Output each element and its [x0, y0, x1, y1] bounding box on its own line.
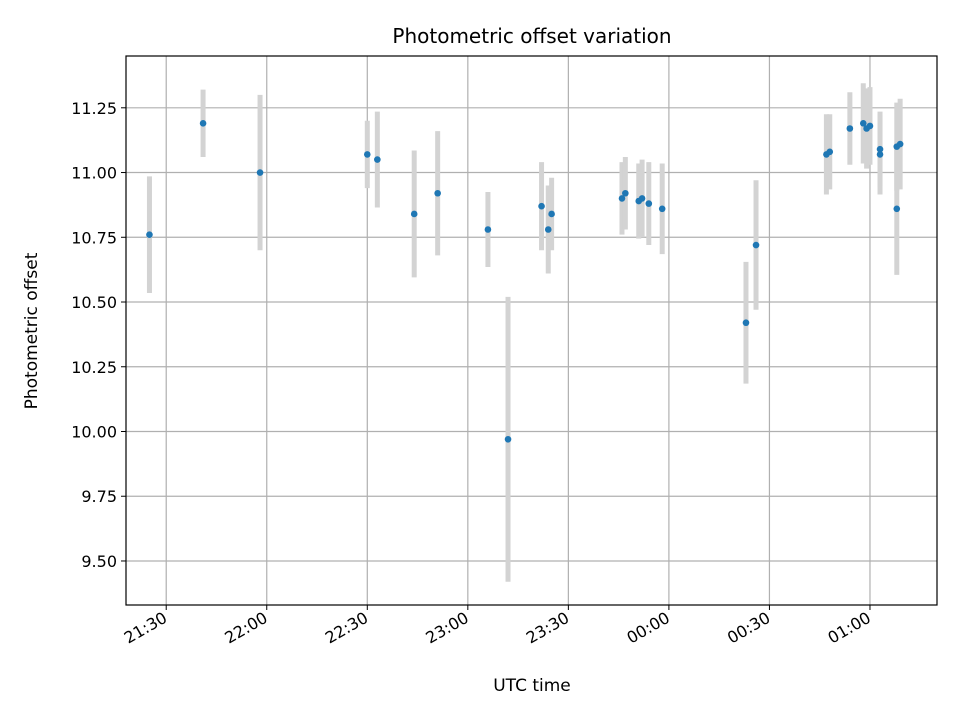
data-point: [548, 210, 555, 218]
data-point: [859, 120, 867, 127]
x-tick-label: 23:30: [523, 608, 572, 648]
x-tick-label: 22:30: [322, 608, 371, 648]
data-point: [618, 195, 626, 202]
data-point: [504, 435, 512, 443]
data-point: [410, 210, 418, 218]
y-tick-label: 10.00: [71, 422, 117, 441]
data-point: [374, 156, 381, 163]
data-point: [893, 205, 901, 213]
data-point: [256, 169, 264, 176]
data-point: [544, 226, 552, 233]
data-point: [645, 200, 653, 207]
y-tick-label: 9.50: [81, 552, 117, 571]
data-point: [538, 202, 545, 210]
data-points: [146, 120, 904, 443]
x-tick-label: 22:00: [221, 608, 270, 648]
grid-lines: [126, 56, 937, 605]
data-point: [622, 189, 629, 197]
x-tick-label: 00:00: [623, 608, 672, 648]
data-point: [866, 122, 874, 130]
x-axis-title: UTC time: [493, 676, 571, 696]
data-point: [638, 195, 646, 202]
data-point: [876, 151, 884, 158]
y-tick-label: 9.75: [81, 487, 117, 506]
x-tick-label: 00:30: [724, 608, 773, 648]
plot-frame: [125, 55, 938, 606]
data-point: [146, 231, 153, 238]
y-tick-label: 10.25: [71, 358, 117, 377]
data-point: [742, 319, 750, 327]
data-point: [658, 205, 666, 213]
data-point: [363, 151, 371, 158]
y-tick-label: 10.50: [71, 293, 117, 312]
data-point: [846, 125, 854, 132]
data-point: [752, 241, 760, 249]
y-axis-ticks: 9.50 9.75 10.00 10.25 10.50 10.75 11.00 11.25: [71, 99, 126, 571]
data-point: [896, 140, 904, 148]
error-bars: [146, 83, 903, 582]
data-point: [826, 148, 834, 156]
data-point: [199, 120, 207, 127]
data-point: [484, 226, 492, 233]
x-tick-label: 21:30: [121, 608, 170, 648]
y-axis-title: Photometric offset: [22, 252, 42, 409]
y-tick-label: 11.25: [71, 99, 117, 118]
x-tick-label: 23:00: [422, 608, 471, 648]
x-axis-ticks: 21:30 22:00 22:30 23:00 23:30 00:00 00:30 01:00: [121, 605, 874, 648]
y-tick-label: 11.00: [71, 164, 117, 183]
data-point: [434, 189, 441, 197]
x-tick-label: 01:00: [825, 608, 874, 648]
y-tick-label: 10.75: [71, 228, 117, 247]
data-point: [876, 145, 884, 153]
chart-title: Photometric offset variation: [392, 24, 671, 48]
